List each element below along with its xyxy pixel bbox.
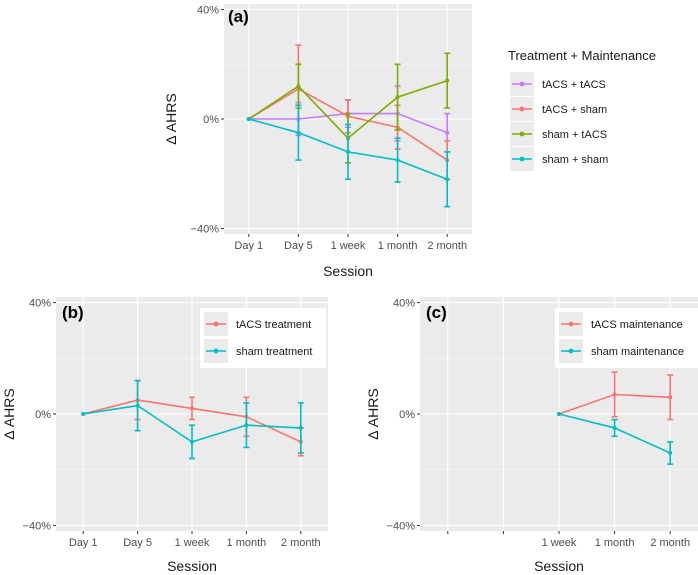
legend: Treatment + Maintenance tACS + tACS tACS +… bbox=[508, 48, 656, 171]
y-axis-title: Δ AHRS bbox=[1, 388, 17, 439]
y-tick-label: 0% bbox=[399, 409, 415, 421]
x-tick-label: 2 month bbox=[650, 537, 690, 549]
panel-b: −40% 0% 40% Day 1 Day 5 1 week 1 month 2 month (… bbox=[1, 297, 328, 574]
legend-label: tACS treatment bbox=[236, 319, 311, 331]
y-tick-label: −40% bbox=[23, 520, 52, 532]
x-axis-title: Session bbox=[323, 263, 373, 279]
y-tick-label: 40% bbox=[393, 298, 415, 310]
x-tick-label: Day 5 bbox=[123, 537, 152, 549]
data-point bbox=[445, 130, 450, 135]
legend-key-point bbox=[519, 106, 525, 112]
data-point bbox=[190, 406, 194, 411]
legend-key-point bbox=[519, 156, 525, 162]
x-tick-label: Day 1 bbox=[234, 240, 263, 252]
legend-label: sham treatment bbox=[236, 346, 312, 358]
legend-key-point bbox=[568, 348, 574, 354]
data-point bbox=[296, 84, 301, 89]
x-tick-label: Day 5 bbox=[284, 240, 313, 252]
legend-key-point bbox=[519, 81, 525, 87]
data-point bbox=[668, 451, 673, 455]
legend: tACS treatment sham treatment bbox=[200, 308, 326, 368]
panel-a: −40% 0% 40% Day 1 Day 5 1 week 1 month 2 month (… bbox=[163, 4, 656, 279]
legend-title: Treatment + Maintenance bbox=[508, 48, 656, 63]
data-point bbox=[246, 117, 251, 121]
data-point bbox=[244, 423, 249, 428]
legend-label: tACS maintenance bbox=[591, 319, 683, 331]
legend-key-point bbox=[213, 348, 219, 354]
panel-label: (c) bbox=[426, 303, 447, 322]
y-tick-label: 0% bbox=[35, 409, 51, 421]
x-tick-label: Day 1 bbox=[69, 537, 98, 549]
y-axis-title: Δ AHRS bbox=[365, 388, 381, 439]
legend-label: tACS + sham bbox=[542, 104, 607, 116]
x-tick-label: 1 week bbox=[542, 537, 577, 549]
data-point bbox=[445, 78, 450, 83]
panel-label: (a) bbox=[228, 7, 249, 26]
data-point bbox=[612, 425, 617, 430]
data-point bbox=[346, 149, 350, 154]
data-point bbox=[298, 425, 303, 430]
legend-key-point bbox=[568, 321, 574, 327]
legend-label: sham maintenance bbox=[591, 346, 684, 358]
data-point bbox=[668, 395, 673, 400]
x-tick-label: 2 month bbox=[427, 240, 467, 252]
legend-label: sham + sham bbox=[542, 154, 608, 166]
x-tick-label: 1 month bbox=[227, 537, 267, 549]
data-point bbox=[81, 412, 86, 416]
data-point bbox=[190, 439, 194, 444]
legend-key-point bbox=[519, 131, 525, 137]
x-axis-title: Session bbox=[167, 558, 217, 574]
data-point bbox=[395, 95, 400, 100]
x-tick-label: 2 month bbox=[281, 537, 321, 549]
series-sham-sham bbox=[246, 104, 451, 208]
legend-key-point bbox=[213, 321, 219, 327]
panel-label: (b) bbox=[62, 303, 84, 322]
x-tick-label: 1 month bbox=[595, 537, 635, 549]
series-sham-treatment bbox=[81, 379, 304, 460]
x-tick-label: 1 week bbox=[331, 240, 366, 252]
data-point bbox=[557, 412, 561, 416]
x-tick-label: 1 month bbox=[378, 240, 418, 252]
data-point bbox=[445, 177, 450, 182]
data-point bbox=[296, 130, 301, 135]
legend-label: tACS + tACS bbox=[542, 79, 606, 91]
data-point bbox=[135, 403, 140, 408]
y-tick-label: −40% bbox=[387, 520, 416, 532]
y-tick-label: −40% bbox=[191, 224, 220, 236]
y-tick-label: 40% bbox=[197, 4, 219, 16]
panel-c: −40% 0% 40% 1 week 1 month 2 month (c) Session Δ… bbox=[365, 297, 698, 574]
series-sham-maintenance bbox=[557, 412, 674, 465]
x-tick-label: 1 week bbox=[175, 537, 210, 549]
legend: tACS maintenance sham maintenance bbox=[555, 308, 698, 368]
y-axis-title: Δ AHRS bbox=[163, 93, 179, 144]
x-axis-title: Session bbox=[534, 558, 584, 574]
y-tick-label: 0% bbox=[203, 114, 219, 126]
data-point bbox=[612, 392, 617, 397]
data-point bbox=[395, 158, 400, 163]
legend-label: sham + tACS bbox=[542, 129, 607, 141]
y-tick-label: 40% bbox=[29, 298, 51, 310]
